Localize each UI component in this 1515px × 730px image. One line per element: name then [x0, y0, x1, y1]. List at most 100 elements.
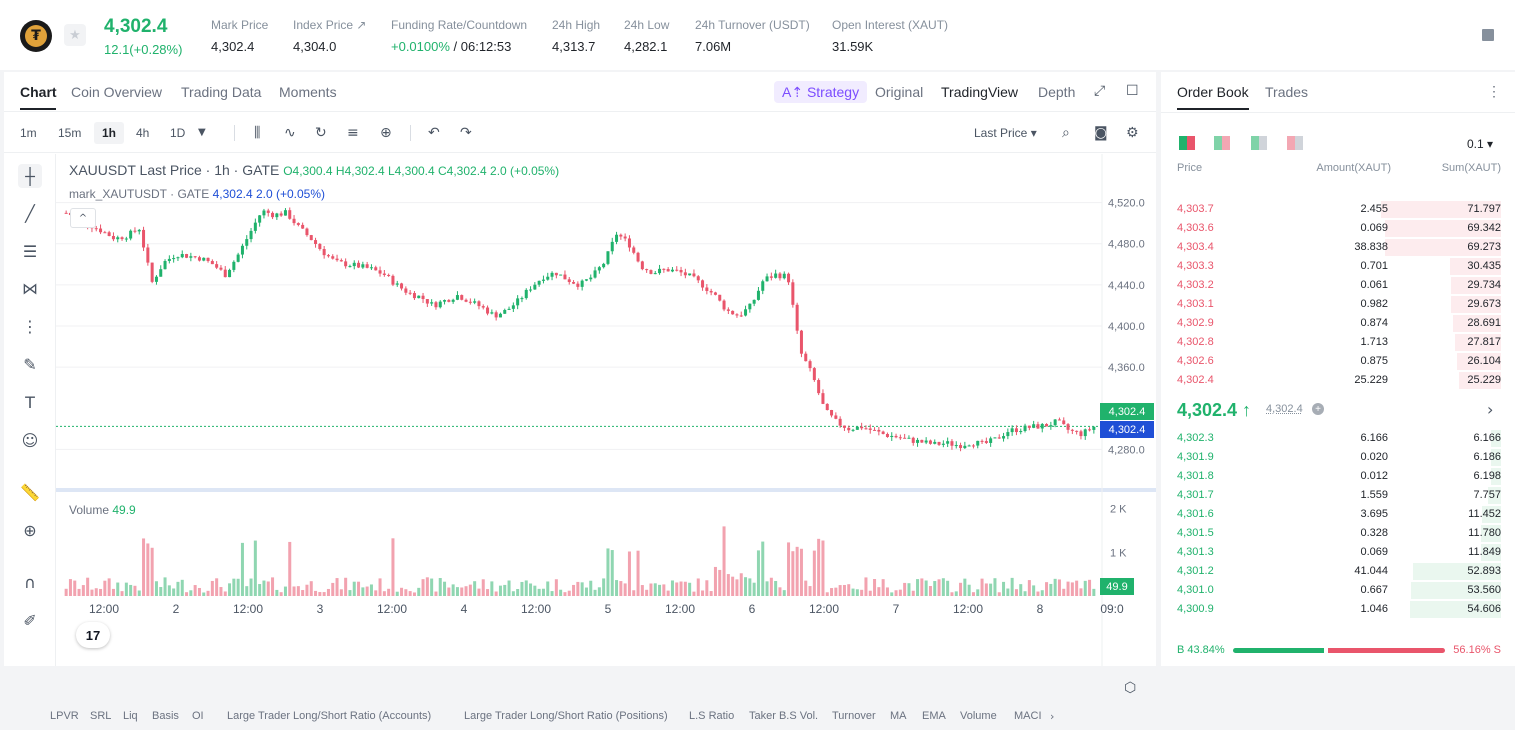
brush-icon[interactable]: ✎	[23, 354, 37, 374]
volume-bar	[253, 540, 257, 596]
ask-row[interactable]: 4,303.6 0.069 69.342	[1161, 219, 1515, 238]
timeframe-1m[interactable]: 1m	[20, 126, 37, 140]
view-bids-icon[interactable]	[1251, 136, 1267, 150]
refresh-icon[interactable]: ↻	[315, 125, 327, 141]
candle-body	[916, 439, 920, 443]
ask-row[interactable]: 4,302.8 1.713 27.817	[1161, 333, 1515, 352]
more-icon[interactable]: ⋮	[1487, 83, 1501, 99]
ask-row[interactable]: 4,303.2 0.061 29.734	[1161, 276, 1515, 295]
indicator-taker-vol[interactable]: Taker B.S Vol.	[749, 710, 819, 722]
tab-trading-data[interactable]: Trading Data	[181, 84, 262, 100]
indicator-srl[interactable]: SRL	[90, 710, 112, 722]
bid-row[interactable]: 4,300.9 1.046 54.606	[1161, 600, 1515, 619]
horizontal-lines-icon[interactable]: ☰	[22, 241, 38, 261]
info-icon[interactable]: +	[1312, 403, 1324, 415]
bid-row[interactable]: 4,301.3 0.069 11.849	[1161, 543, 1515, 562]
camera-icon[interactable]: ◙	[1094, 125, 1108, 141]
book-icon[interactable]	[1482, 29, 1494, 41]
indicator-turnover[interactable]: Turnover	[832, 710, 876, 722]
bid-row[interactable]: 4,301.7 1.559 7.757	[1161, 486, 1515, 505]
ask-row[interactable]: 4,303.4 38.838 69.273	[1161, 238, 1515, 257]
indicator-ema[interactable]: EMA	[922, 710, 946, 722]
settings-hex-icon[interactable]: ⬡	[1124, 680, 1137, 696]
view-tradingview[interactable]: TradingView	[941, 84, 1019, 100]
indicators-icon[interactable]: ∿	[284, 125, 296, 141]
zoom-in-icon[interactable]: ⊕	[23, 520, 37, 540]
timeframe-1d[interactable]: 1D	[170, 126, 186, 140]
window-icon[interactable]: ☐	[1126, 83, 1139, 99]
view-both-icon[interactable]	[1179, 136, 1195, 150]
indicator-ma[interactable]: MA	[890, 710, 907, 722]
indicator-lpvr[interactable]: LPVR	[50, 710, 79, 722]
collapse-legend-button[interactable]: ^	[70, 208, 96, 228]
tab-moments[interactable]: Moments	[279, 84, 337, 100]
indicator-oi[interactable]: OI	[192, 710, 204, 722]
price-type-select[interactable]: Last Price ▾	[974, 126, 1037, 140]
timeframe-15m[interactable]: 15m	[58, 126, 82, 140]
tab-coin-overview[interactable]: Coin Overview	[71, 84, 163, 100]
candle-type-icon[interactable]: ⫼	[254, 125, 261, 141]
pencil-lock-icon[interactable]: ✐	[23, 610, 37, 630]
tradingview-logo[interactable]: 17	[76, 622, 110, 648]
timeframe-1h[interactable]: 1h	[94, 122, 125, 144]
indicator-lt-positions[interactable]: Large Trader Long/Short Ratio (Positions…	[464, 710, 668, 722]
timeframe-4h[interactable]: 4h	[136, 126, 150, 140]
view-bids-asks-icon[interactable]	[1214, 136, 1230, 150]
favorite-star-icon[interactable]: ★	[64, 24, 86, 46]
price-chart[interactable]: 4,520.0 4,480.0 4,440.0 4,400.0 4,360.0 4,280…	[50, 154, 1156, 723]
indicator-basis[interactable]: Basis	[152, 710, 179, 722]
view-depth[interactable]: Depth	[1038, 84, 1076, 100]
precision-select[interactable]: 0.1 ▾	[1467, 137, 1494, 151]
bid-row[interactable]: 4,301.6 3.695 11.452	[1161, 505, 1515, 524]
tab-order-book[interactable]: Order Book	[1177, 84, 1249, 100]
bid-row[interactable]: 4,301.2 41.044 52.893	[1161, 562, 1515, 581]
ask-row[interactable]: 4,303.1 0.982 29.673	[1161, 295, 1515, 314]
trend-line-icon[interactable]: ╱	[25, 203, 35, 223]
ask-row[interactable]: 4,303.7 2.455 71.797	[1161, 200, 1515, 219]
bid-row[interactable]: 4,301.5 0.328 11.780	[1161, 524, 1515, 543]
strategy-button[interactable]: A⇡ Strategy	[774, 81, 868, 103]
candle-body	[842, 425, 846, 428]
emoji-icon[interactable]: ☺	[21, 430, 39, 450]
ask-row[interactable]: 4,302.9 0.874 28.691	[1161, 314, 1515, 333]
fib-icon[interactable]: ⋮	[22, 316, 38, 336]
fullscreen-icon[interactable]: ⤢	[1094, 83, 1106, 99]
ask-row[interactable]: 4,302.4 25.229 25.229	[1161, 371, 1515, 390]
ask-row[interactable]: 4,303.3 0.701 30.435	[1161, 257, 1515, 276]
view-asks-icon[interactable]	[1287, 136, 1303, 150]
bid-row[interactable]: 4,301.9 0.020 6.186	[1161, 448, 1515, 467]
indicator-ls-ratio[interactable]: L.S Ratio	[689, 710, 735, 722]
add-indicator-icon[interactable]: ⊕	[380, 125, 392, 141]
candlestick-svg[interactable]: 4,520.0 4,480.0 4,440.0 4,400.0 4,360.0 4,280…	[56, 154, 1156, 666]
text-icon[interactable]: T	[25, 392, 35, 412]
x-tick-label: 5	[605, 602, 612, 616]
crosshair-icon[interactable]: ┼	[18, 164, 42, 188]
indicator-maci[interactable]: MACI	[1014, 710, 1042, 722]
search-icon[interactable]: ⌕	[1062, 125, 1070, 141]
row-price: 4,302.8	[1177, 336, 1214, 348]
bid-row[interactable]: 4,302.3 6.166 6.166	[1161, 429, 1515, 448]
bid-row[interactable]: 4,301.0 0.667 53.560	[1161, 581, 1515, 600]
x-tick-label: 12:00	[89, 602, 119, 616]
tab-trades[interactable]: Trades	[1265, 84, 1309, 100]
chevron-right-icon[interactable]: ›	[1050, 710, 1055, 723]
indicator-volume[interactable]: Volume	[960, 710, 997, 722]
volume-bar	[1062, 588, 1066, 596]
chevron-down-icon[interactable]: ▼	[198, 127, 206, 138]
view-original[interactable]: Original	[875, 84, 924, 100]
indicator-lt-accounts[interactable]: Large Trader Long/Short Ratio (Accounts)	[227, 710, 432, 722]
undo-icon[interactable]: ↶	[428, 125, 440, 141]
redo-icon[interactable]: ↷	[460, 125, 472, 141]
gear-icon[interactable]: ⚙	[1126, 125, 1139, 141]
indicator-liq[interactable]: Liq	[123, 710, 138, 722]
ruler-icon[interactable]: 📏	[20, 482, 40, 502]
magnet-icon[interactable]: ∩	[24, 572, 36, 592]
pattern-icon[interactable]: ⋈	[22, 278, 38, 298]
ask-row[interactable]: 4,302.6 0.875 26.104	[1161, 352, 1515, 371]
stat-index-price[interactable]: Index Price ↗ 4,304.0	[293, 18, 366, 54]
bid-row[interactable]: 4,301.8 0.012 6.198	[1161, 467, 1515, 486]
candle-body	[903, 437, 907, 439]
chevron-right-icon[interactable]: ›	[1487, 400, 1494, 419]
settings-list-icon[interactable]: ≡	[347, 125, 359, 141]
tab-chart[interactable]: Chart	[20, 84, 57, 100]
